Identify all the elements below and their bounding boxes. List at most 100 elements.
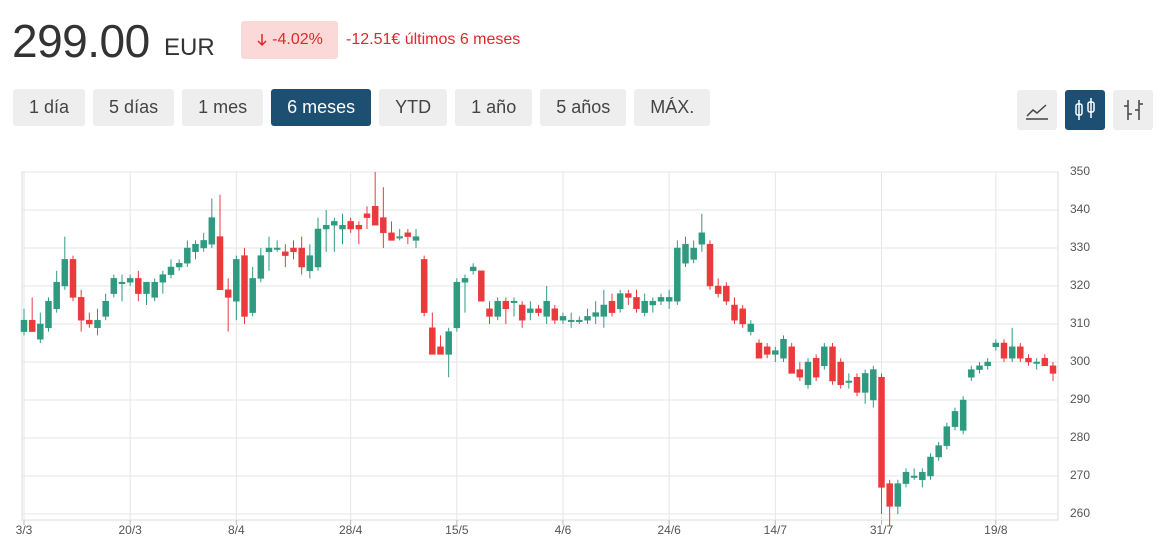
candle-body — [976, 365, 983, 370]
candle-body — [469, 266, 477, 272]
candle-body — [772, 350, 779, 355]
candle-body — [682, 243, 689, 264]
candle-body — [625, 293, 632, 298]
candle-body — [420, 259, 428, 313]
x-tick-label: 31/7 — [870, 523, 894, 537]
range-button[interactable]: YTD — [379, 89, 448, 126]
range-button[interactable]: 5 días — [93, 89, 175, 126]
candle-body — [633, 297, 640, 310]
candle-body — [894, 483, 902, 507]
range-button[interactable]: 1 día — [13, 89, 86, 126]
candle-body — [143, 281, 150, 294]
candle-body — [184, 247, 191, 264]
candle-body — [1049, 365, 1057, 374]
candle-body — [698, 232, 706, 245]
candle-body — [126, 278, 134, 283]
x-tick-label: 28/4 — [339, 523, 363, 537]
candle-body — [527, 308, 534, 313]
candle-body — [600, 304, 608, 317]
candle-body — [216, 236, 224, 291]
candle-body — [461, 278, 469, 283]
candle-body — [102, 300, 109, 317]
candle-body — [804, 361, 812, 386]
candle-body — [241, 255, 248, 317]
candle-body — [135, 278, 142, 294]
candle-body — [739, 308, 746, 325]
candle-body — [641, 300, 648, 313]
y-tick-label: 290 — [1070, 392, 1090, 406]
candle-body — [429, 327, 436, 355]
candle-body — [665, 297, 673, 302]
candle-body — [535, 308, 542, 313]
candle-body — [657, 297, 665, 302]
candle-body — [347, 221, 354, 230]
x-tick-label: 14/7 — [764, 523, 788, 537]
candle-body — [233, 259, 240, 302]
line-chart-button[interactable] — [1017, 90, 1057, 130]
candle-body — [453, 281, 461, 329]
candle-body — [159, 274, 167, 283]
candle-body — [559, 316, 567, 321]
range-buttons: 1 día 5 días 1 mes 6 meses YTD 1 año 5 años MÁX… — [13, 89, 711, 126]
plot-frame — [21, 171, 1059, 521]
candle-body — [674, 247, 681, 302]
candle-body — [37, 323, 44, 340]
y-tick-label: 260 — [1070, 506, 1090, 520]
candle-body — [755, 342, 763, 359]
candle-body — [714, 285, 722, 294]
candle-body — [812, 357, 820, 378]
price: 299.00 — [12, 15, 150, 67]
y-tick-label: 340 — [1070, 202, 1090, 216]
candle-body — [445, 331, 452, 355]
candle-body — [1025, 357, 1032, 363]
candle-body — [502, 300, 510, 310]
candle-body — [788, 346, 795, 374]
candle-body — [747, 323, 755, 332]
range-button[interactable]: MÁX. — [634, 89, 711, 126]
range-button[interactable]: 5 años — [540, 89, 627, 126]
candle-body — [380, 217, 387, 234]
candle-body — [331, 221, 338, 226]
y-tick-label: 300 — [1070, 354, 1090, 368]
range-button[interactable]: 6 meses — [271, 89, 372, 126]
candle-body — [282, 251, 289, 256]
candle-body — [910, 475, 918, 478]
candle-body — [151, 281, 158, 298]
change-badge: -4.02% — [241, 21, 338, 59]
candle-body — [861, 373, 869, 393]
candle-body — [28, 319, 36, 332]
change-text: -12.51€ últimos 6 meses — [346, 31, 521, 48]
x-tick-label: 8/4 — [228, 523, 245, 537]
candle-body — [968, 369, 975, 378]
candle-body — [118, 281, 126, 284]
candle-body — [94, 319, 101, 329]
candle-body — [110, 278, 118, 294]
candle-body — [363, 213, 371, 218]
candle-body — [796, 369, 804, 378]
candle-body — [175, 262, 183, 268]
candle-body — [763, 346, 771, 355]
candle-body — [265, 247, 273, 253]
candle-body — [437, 346, 444, 355]
y-tick-label: 280 — [1070, 430, 1090, 444]
candle-body — [821, 346, 828, 367]
candle-body — [584, 316, 591, 321]
candle-body — [339, 224, 346, 230]
candlestick-button[interactable] — [1065, 90, 1105, 130]
candle-body — [576, 319, 583, 322]
candle-body — [412, 236, 420, 241]
candle-body — [984, 361, 991, 367]
candle-body — [224, 289, 232, 298]
ohlc-button[interactable] — [1113, 90, 1153, 130]
currency: EUR — [164, 34, 215, 61]
candle-body — [396, 236, 403, 239]
candle-body — [20, 319, 28, 332]
candle-body — [208, 217, 216, 245]
candle-body — [486, 308, 493, 317]
range-button[interactable]: 1 año — [455, 89, 533, 126]
candle-body — [592, 312, 599, 317]
candle-body — [902, 471, 910, 484]
candle-body — [518, 304, 526, 321]
range-button[interactable]: 1 mes — [182, 89, 264, 126]
